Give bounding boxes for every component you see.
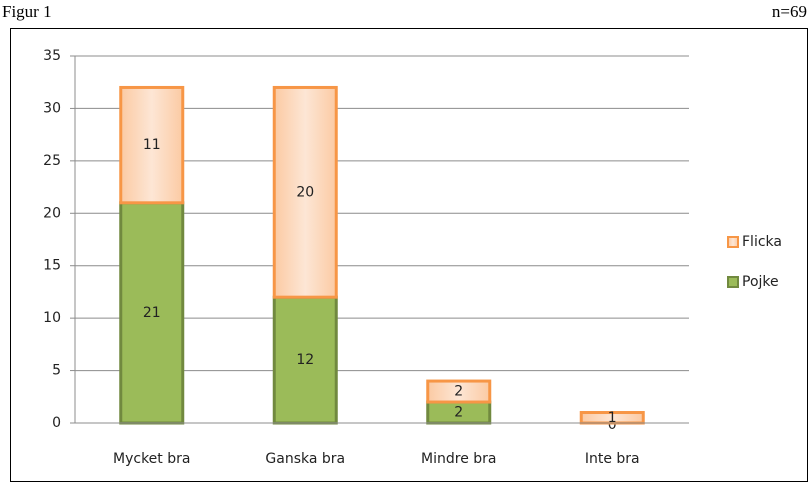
y-tick-label: 0 (52, 415, 61, 431)
bar-segment (426, 379, 492, 404)
y-tick-label: 20 (43, 205, 61, 221)
legend-label: Pojke (742, 274, 779, 290)
y-tick-label: 25 (43, 153, 61, 169)
sample-size: n=69 (772, 2, 807, 21)
data-label: 21 (143, 305, 161, 321)
data-label: 0 (608, 417, 617, 433)
data-label: 20 (296, 184, 314, 200)
y-tick-label: 10 (43, 310, 61, 326)
data-label: 1 (608, 410, 617, 426)
legend-swatch (727, 276, 739, 288)
legend-swatch (727, 236, 739, 248)
bar-segment (119, 85, 185, 205)
data-label: 12 (296, 352, 314, 368)
y-tick-label: 5 (52, 363, 61, 379)
x-tick-label: Inte bra (585, 451, 640, 467)
data-label: 2 (454, 405, 463, 421)
bar-segment (272, 85, 338, 299)
chart-frame (10, 28, 808, 482)
x-tick-label: Mindre bra (421, 451, 496, 467)
x-tick-label: Mycket bra (113, 451, 190, 467)
y-tick-label: 35 (43, 48, 61, 64)
data-label: 2 (454, 384, 463, 400)
data-label: 11 (143, 137, 161, 153)
bar-segment (119, 201, 185, 425)
y-tick-label: 30 (43, 100, 61, 116)
legend-label: Flicka (742, 234, 782, 250)
bar-segment (272, 295, 338, 425)
chart-title: Figur 1 (2, 2, 52, 21)
x-tick-label: Ganska bra (265, 451, 345, 467)
y-tick-label: 15 (43, 258, 61, 274)
